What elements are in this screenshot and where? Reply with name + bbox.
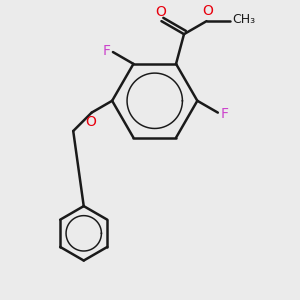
Text: F: F [103,44,111,58]
Text: O: O [155,5,166,19]
Text: O: O [85,115,96,129]
Text: O: O [202,4,213,18]
Text: CH₃: CH₃ [232,14,256,26]
Text: F: F [220,107,228,121]
